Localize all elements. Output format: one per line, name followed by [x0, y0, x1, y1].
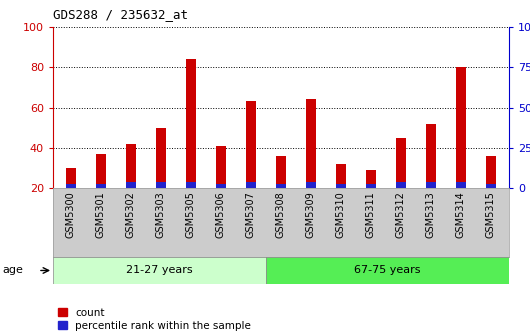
Bar	[276, 156, 286, 188]
Text: GSM5301: GSM5301	[96, 192, 106, 238]
Bar	[485, 184, 496, 188]
Bar	[456, 67, 466, 188]
Bar	[395, 182, 406, 188]
Text: 21-27 years: 21-27 years	[126, 265, 193, 276]
Text: GSM5309: GSM5309	[306, 192, 316, 238]
Bar	[426, 182, 436, 188]
Text: GSM5303: GSM5303	[156, 192, 166, 238]
FancyBboxPatch shape	[266, 257, 509, 284]
Text: 67-75 years: 67-75 years	[354, 265, 421, 276]
Bar	[395, 138, 406, 188]
Legend: count, percentile rank within the sample: count, percentile rank within the sample	[58, 308, 251, 331]
Bar	[426, 124, 436, 188]
Bar	[306, 99, 316, 188]
Bar	[335, 184, 346, 188]
Bar	[246, 101, 256, 188]
Bar	[66, 168, 76, 188]
Text: GSM5314: GSM5314	[456, 192, 466, 238]
Bar	[126, 144, 136, 188]
Text: GSM5306: GSM5306	[216, 192, 226, 238]
Bar	[485, 156, 496, 188]
Bar	[246, 182, 256, 188]
Text: age: age	[3, 265, 23, 276]
Text: GSM5311: GSM5311	[366, 192, 376, 238]
Bar	[186, 59, 196, 188]
Text: GSM5312: GSM5312	[396, 192, 406, 239]
Text: GSM5315: GSM5315	[486, 192, 496, 239]
Bar	[156, 182, 166, 188]
Bar	[366, 184, 376, 188]
Bar	[335, 164, 346, 188]
Text: GSM5305: GSM5305	[186, 192, 196, 239]
Bar	[126, 182, 136, 188]
Bar	[156, 128, 166, 188]
Bar	[276, 184, 286, 188]
Bar	[66, 184, 76, 188]
Bar	[216, 184, 226, 188]
Text: GSM5310: GSM5310	[336, 192, 346, 238]
Text: GSM5302: GSM5302	[126, 192, 136, 239]
FancyBboxPatch shape	[53, 257, 266, 284]
Bar	[96, 184, 106, 188]
Bar	[186, 182, 196, 188]
Bar	[366, 170, 376, 188]
Text: GSM5313: GSM5313	[426, 192, 436, 238]
Bar	[306, 182, 316, 188]
Text: GSM5307: GSM5307	[246, 192, 256, 239]
Text: GDS288 / 235632_at: GDS288 / 235632_at	[53, 8, 188, 22]
Bar	[96, 154, 106, 188]
Bar	[456, 182, 466, 188]
Bar	[216, 146, 226, 188]
Text: GSM5300: GSM5300	[66, 192, 76, 238]
Text: GSM5308: GSM5308	[276, 192, 286, 238]
